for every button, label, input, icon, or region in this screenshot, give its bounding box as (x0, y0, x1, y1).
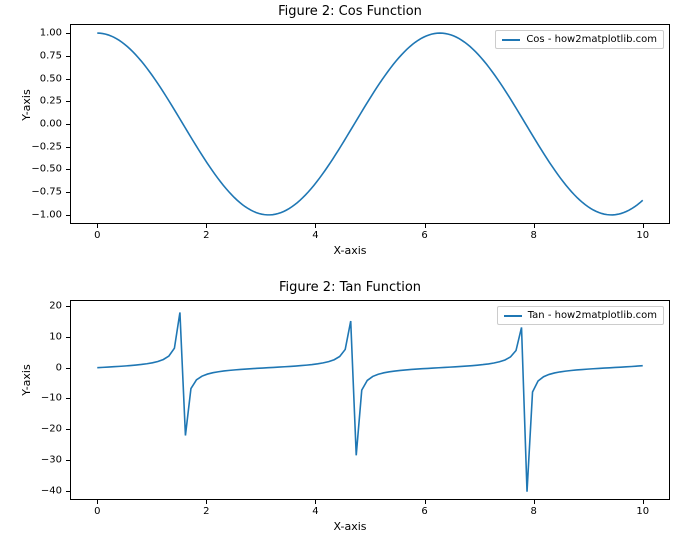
legend-label: Tan - how2matplotlib.com (528, 310, 657, 321)
y-tick-label: −40 (22, 485, 62, 496)
chart-svg-cos (70, 24, 670, 224)
x-tick-mark (425, 224, 426, 228)
x-tick-label: 8 (530, 230, 536, 241)
y-tick-label: 20 (22, 301, 62, 312)
chart-svg-tan (70, 300, 670, 500)
x-tick-mark (315, 500, 316, 504)
y-tick-label: −20 (22, 424, 62, 435)
x-tick-mark (425, 500, 426, 504)
legend-tan: Tan - how2matplotlib.com (497, 306, 664, 325)
x-tick-label: 0 (94, 230, 100, 241)
x-tick-label: 2 (203, 506, 209, 517)
y-tick-label: −0.75 (22, 187, 62, 198)
x-tick-mark (643, 224, 644, 228)
x-tick-label: 4 (312, 506, 318, 517)
x-tick-mark (97, 224, 98, 228)
x-tick-label: 6 (421, 506, 427, 517)
y-tick-label: −30 (22, 455, 62, 466)
x-tick-mark (643, 500, 644, 504)
y-axis-label-tan: Y-axis (20, 340, 33, 420)
y-tick-label: 0.25 (22, 96, 62, 107)
legend-swatch (504, 315, 522, 317)
x-tick-mark (206, 500, 207, 504)
x-axis-label-tan: X-axis (0, 520, 700, 533)
y-tick-label: 0.75 (22, 50, 62, 61)
x-tick-label: 0 (94, 506, 100, 517)
x-tick-label: 10 (636, 506, 649, 517)
x-tick-mark (534, 500, 535, 504)
y-tick-label: −10 (22, 393, 62, 404)
x-tick-label: 4 (312, 230, 318, 241)
legend-label: Cos - how2matplotlib.com (526, 34, 657, 45)
x-tick-mark (97, 500, 98, 504)
x-tick-mark (206, 224, 207, 228)
x-tick-label: 6 (421, 230, 427, 241)
legend-swatch (502, 39, 520, 41)
x-axis-label-cos: X-axis (0, 244, 700, 257)
x-tick-label: 2 (203, 230, 209, 241)
series-line-cos (97, 33, 642, 215)
y-tick-label: 10 (22, 331, 62, 342)
y-tick-label: −0.25 (22, 141, 62, 152)
x-tick-mark (315, 224, 316, 228)
chart-title-tan: Figure 2: Tan Function (0, 280, 700, 295)
y-tick-label: 1.00 (22, 28, 62, 39)
y-tick-label: −1.00 (22, 209, 62, 220)
series-line-tan (97, 312, 642, 491)
y-tick-label: 0 (22, 362, 62, 373)
legend-cos: Cos - how2matplotlib.com (495, 30, 664, 49)
figure: Figure 2: Cos FunctionX-axisY-axis024681… (0, 0, 700, 560)
y-tick-label: 0.00 (22, 119, 62, 130)
y-tick-label: 0.50 (22, 73, 62, 84)
y-tick-label: −0.50 (22, 164, 62, 175)
x-tick-mark (534, 224, 535, 228)
x-tick-label: 10 (636, 230, 649, 241)
x-tick-label: 8 (530, 506, 536, 517)
chart-title-cos: Figure 2: Cos Function (0, 4, 700, 19)
